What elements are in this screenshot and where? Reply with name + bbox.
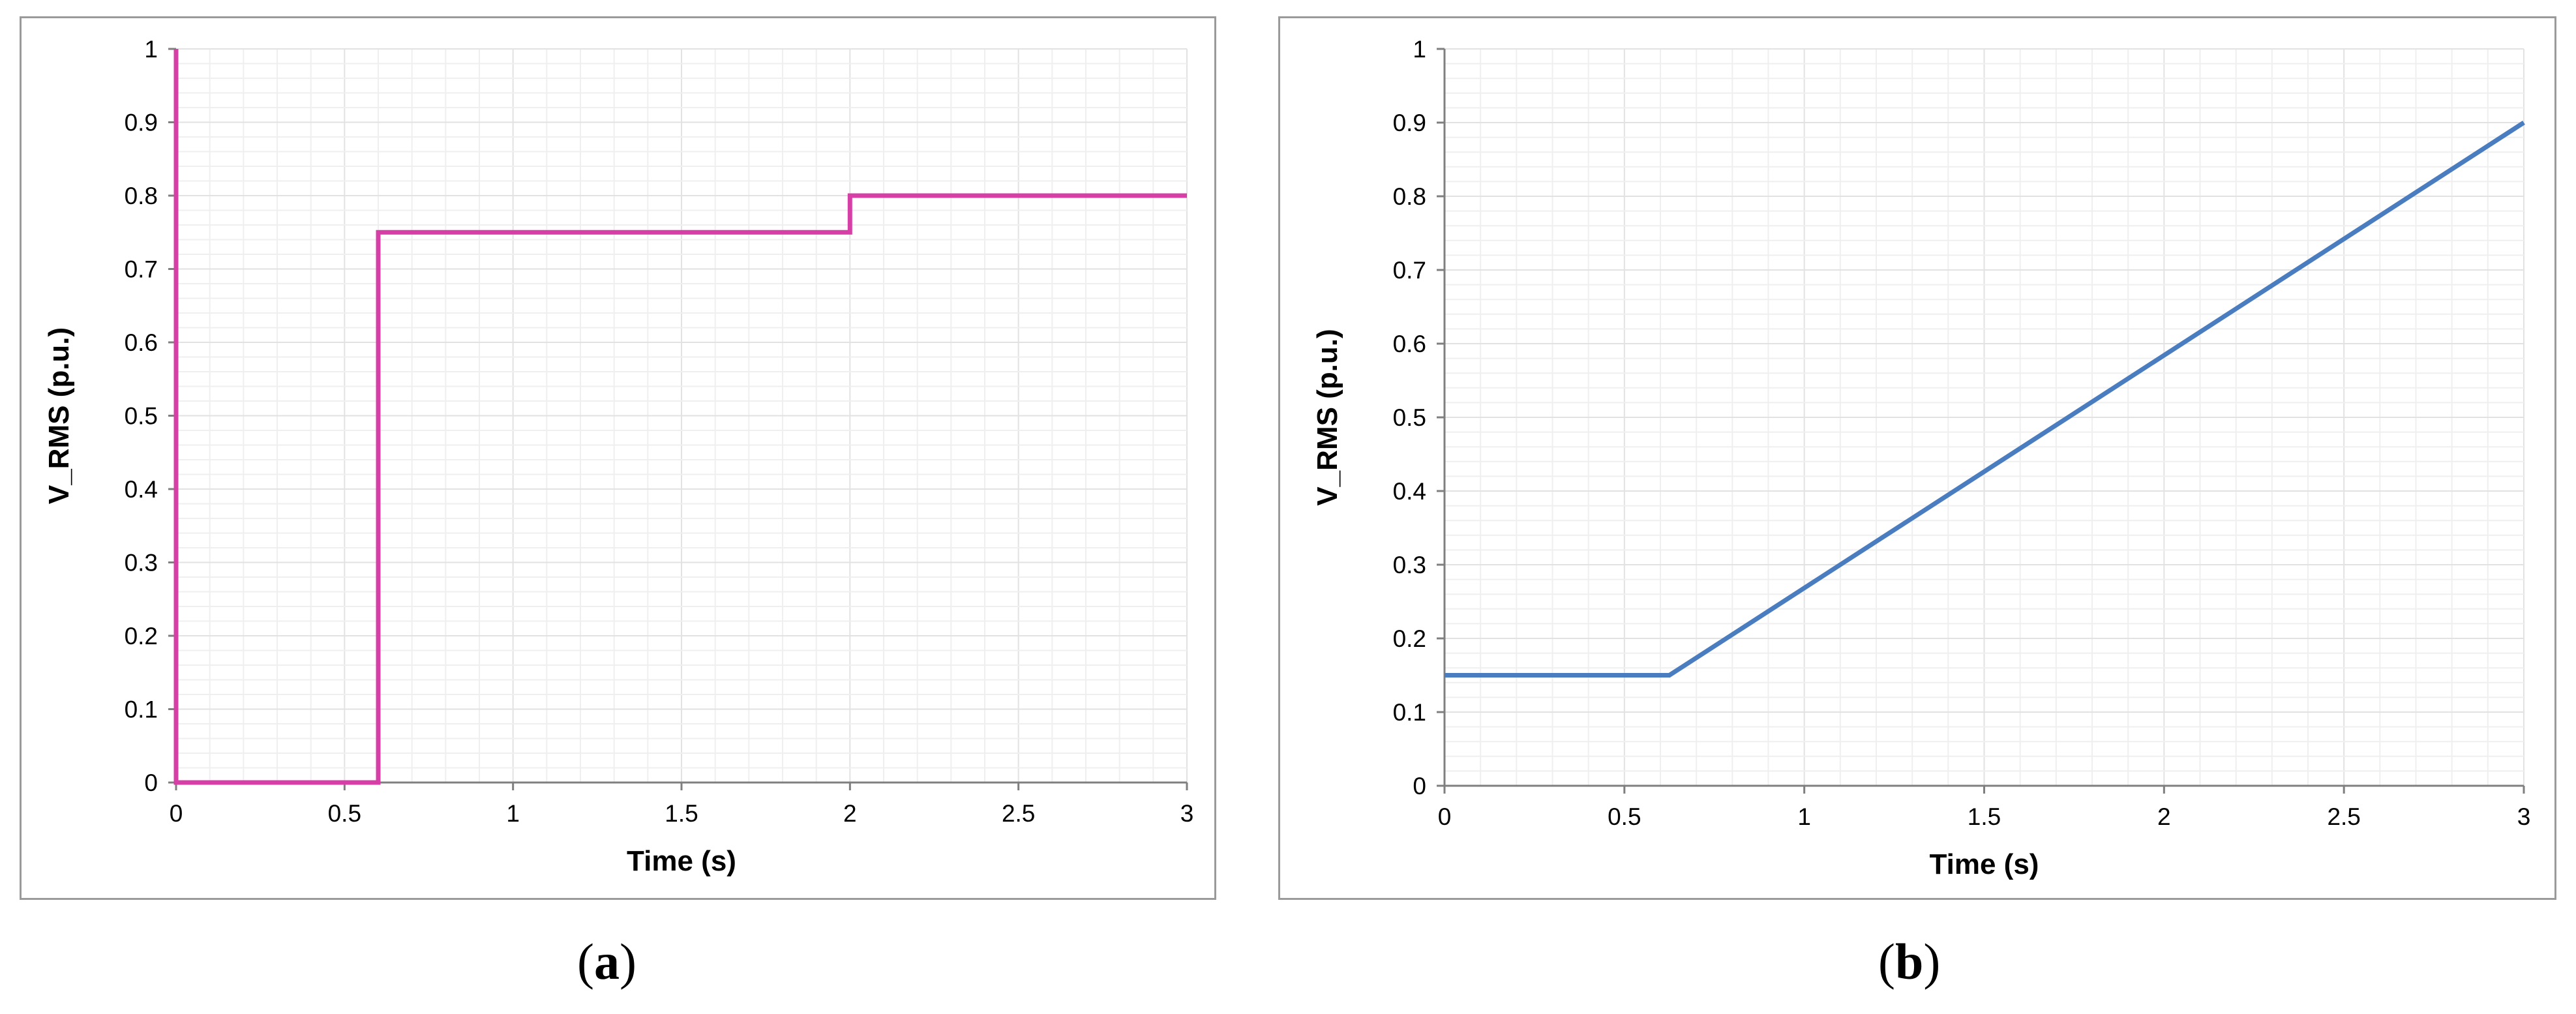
panel-b-y-tick-label: 0.3 [1393,552,1426,578]
panel-a-y-axis-title: V_RMS (p.u.) [43,327,75,504]
panel-a-x-tick-label: 0 [170,800,183,827]
panel-a-x-axis-title: Time (s) [627,845,736,877]
panel-b-label: b [1895,933,1924,990]
panel-a-x-tick-label: 2 [843,800,857,827]
panel-a-y-tick-label: 0.7 [125,256,158,283]
panel-b-y-tick-label: 0.8 [1393,183,1426,210]
panel-b-y-tick-label: 0.5 [1393,404,1426,431]
panel-a-y-tick-label: 0.9 [125,110,158,136]
panel-a-x-tick-label: 1 [506,800,520,827]
panel-a-y-tick-label: 1 [144,36,158,63]
panel-b-series-line [1445,121,2525,678]
panel-a-y-tick-label: 0.5 [125,403,158,430]
panel-b-x-tick-label: 2.5 [2327,803,2360,830]
panel-a-y-tick-label: 0.6 [125,329,158,356]
panel-a-x-tick-label: 0.5 [328,800,361,827]
panel-b-x-tick-label: 0 [1438,803,1452,830]
panel-a-y-tick-label: 0.3 [125,550,158,576]
panel-b-y-tick-label: 0.9 [1393,110,1426,136]
panel-b-y-tick-label: 0.6 [1393,331,1426,357]
panel-b-y-tick-label: 1 [1413,36,1426,63]
panel-a-x-tick-label: 3 [1180,800,1194,827]
panel-a-caption: (a) [577,933,637,990]
panel-a-y-tick-label: 0.2 [125,623,158,649]
panel-b-x-axis-title: Time (s) [1930,848,2039,880]
panel-a-y-tick-label: 0 [144,769,158,796]
panel-a-y-tick-label: 0.1 [125,696,158,723]
panel-b-y-tick-label: 0.2 [1393,625,1426,652]
panel-b-y-tick-label: 0 [1413,773,1426,799]
panel-b-x-tick-label: 2 [2157,803,2171,830]
panel-a-series-line [173,49,1187,785]
panel-a-y-tick-label: 0.4 [125,476,158,503]
panel-b-x-tick-label: 1.5 [1968,803,2001,830]
panel-a-x-tick-label: 1.5 [665,800,698,827]
panel-a-label: a [593,933,620,990]
panel-b-y-axis-title: V_RMS (p.u.) [1311,329,1343,505]
panel-b-x-tick-label: 3 [2517,803,2531,830]
panel-a-x-tick-label: 2.5 [1002,800,1035,827]
panel-b-x-tick-label: 0.5 [1608,803,1641,830]
panel-b-x-tick-label: 1 [1797,803,1811,830]
panel-b-y-tick-label: 0.4 [1393,478,1426,505]
panel-b-caption: (b) [1878,933,1941,990]
panel-b-y-tick-label: 0.7 [1393,257,1426,284]
panel-b-y-tick-label: 0.1 [1393,699,1426,726]
panel-a-y-tick-label: 0.8 [125,183,158,209]
